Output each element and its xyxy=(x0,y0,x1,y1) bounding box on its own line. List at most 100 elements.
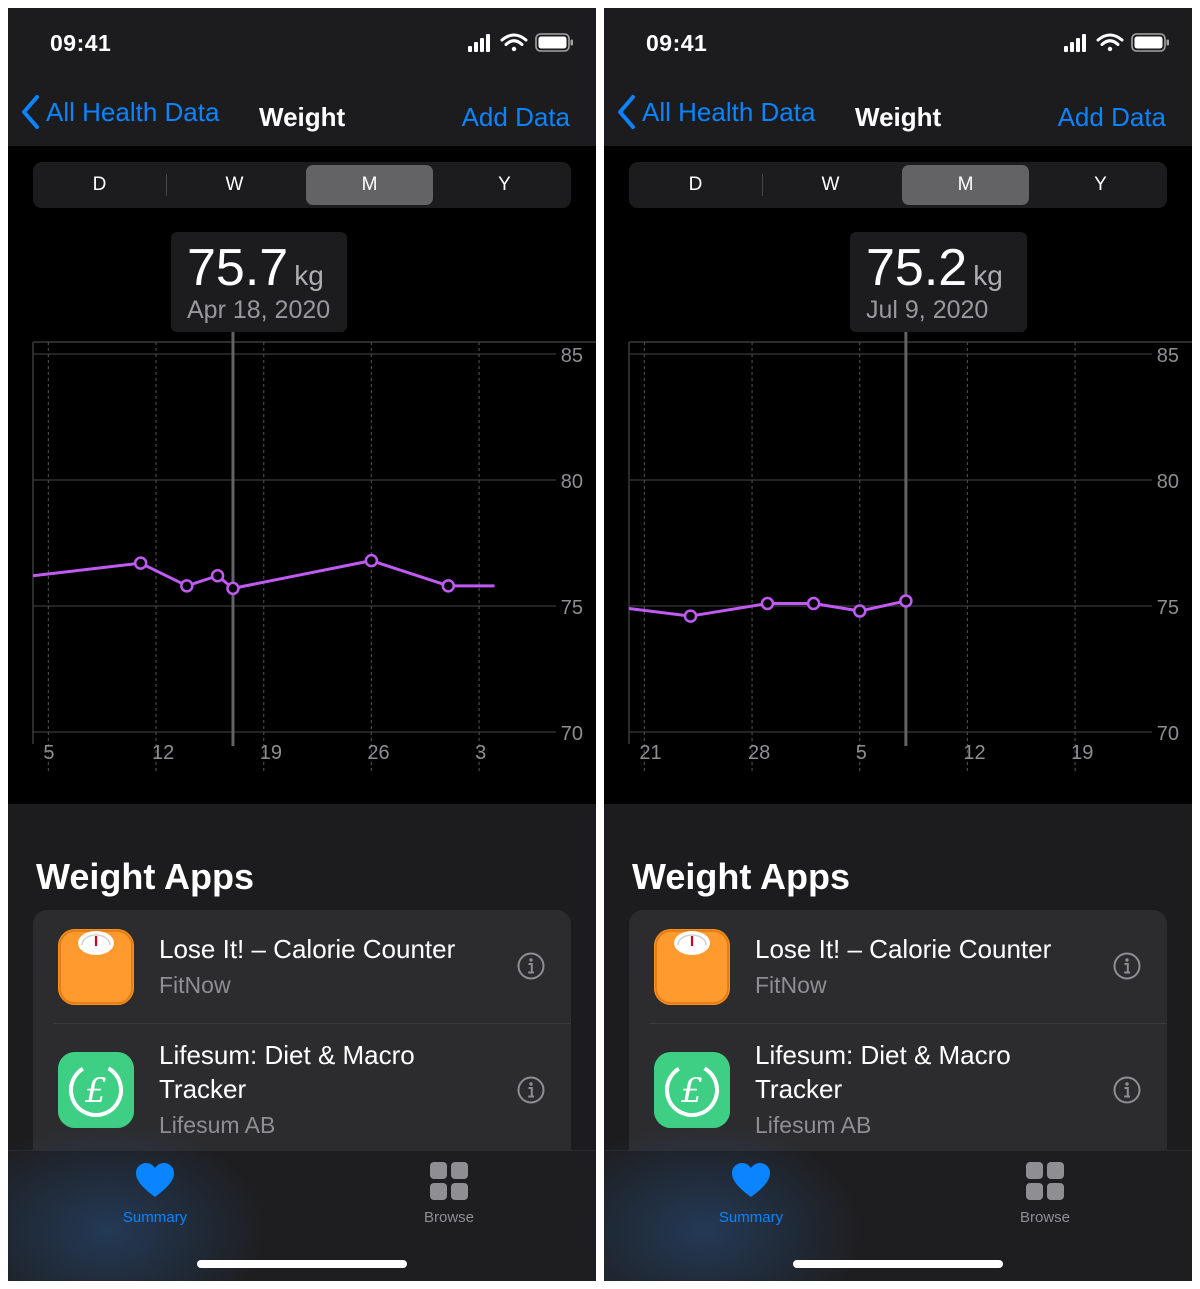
app-name: Lifesum: Diet & Macro Tracker xyxy=(159,1040,415,1104)
x-tick-label: 12 xyxy=(152,742,174,764)
segment-separator xyxy=(166,174,167,196)
tab-label: Browse xyxy=(1019,1209,1071,1226)
segment-separator xyxy=(762,174,763,196)
lifesum-icon: £ xyxy=(58,1052,134,1128)
data-point[interactable] xyxy=(364,553,379,568)
heart-icon xyxy=(136,1163,174,1197)
grid-icon xyxy=(1026,1162,1064,1200)
info-icon[interactable] xyxy=(1113,1076,1141,1104)
x-tick-label: 5 xyxy=(856,742,867,764)
navigation-bar: All Health Data Weight Add Data xyxy=(8,80,596,146)
status-bar: 09:41 xyxy=(8,8,596,80)
data-point[interactable] xyxy=(683,609,698,623)
tab-label: Summary xyxy=(718,1209,784,1226)
page-title: Weight xyxy=(855,102,942,132)
scale-icon xyxy=(654,929,730,1005)
selection-tooltip: 75.2 kg Jul 9, 2020 xyxy=(850,232,1027,332)
navigation-bar: All Health Data Weight Add Data xyxy=(604,80,1192,146)
battery-icon xyxy=(535,33,573,52)
data-point[interactable] xyxy=(760,596,775,611)
tab-summary[interactable]: Summary xyxy=(691,1161,811,1231)
add-data-button[interactable]: Add Data xyxy=(1057,102,1166,132)
x-tick-label: 3 xyxy=(475,742,486,764)
app-name: Lose It! – Calorie Counter xyxy=(755,934,1052,964)
segment-week[interactable]: W xyxy=(225,174,244,195)
tab-bar: Summary Browse xyxy=(8,1121,596,1281)
plot-frame xyxy=(628,341,1192,732)
info-icon[interactable] xyxy=(517,1076,545,1104)
segment-day[interactable]: D xyxy=(688,174,703,195)
y-tick-label: 85 xyxy=(1157,345,1179,367)
cellular-signal-icon xyxy=(1064,34,1086,52)
add-data-button[interactable]: Add Data xyxy=(461,102,570,132)
tab-browse[interactable]: Browse xyxy=(389,1161,509,1231)
home-indicator xyxy=(197,1260,407,1268)
data-point[interactable] xyxy=(806,596,821,611)
back-button-label: All Health Data xyxy=(46,96,220,127)
data-point[interactable] xyxy=(210,569,225,583)
segment-year[interactable]: Y xyxy=(498,174,511,195)
data-point[interactable] xyxy=(441,579,456,593)
selected-weight-unit: kg xyxy=(294,260,324,291)
y-tick-label: 85 xyxy=(561,345,583,367)
divider xyxy=(53,1023,571,1024)
segment-year[interactable]: Y xyxy=(1094,174,1107,195)
heart-icon xyxy=(732,1163,770,1197)
app-developer: FitNow xyxy=(159,972,231,998)
time-range-segmented-control: D W M Y xyxy=(629,162,1167,208)
info-icon[interactable] xyxy=(517,952,545,980)
data-point[interactable] xyxy=(180,579,194,593)
y-tick-label: 70 xyxy=(1157,723,1179,745)
tab-summary[interactable]: Summary xyxy=(95,1161,215,1231)
apps-section-heading: Weight Apps xyxy=(632,856,850,897)
app-row-lose-it[interactable]: Lose It! – Calorie Counter FitNow xyxy=(33,910,571,1024)
segment-day[interactable]: D xyxy=(92,174,107,195)
segment-month[interactable]: M xyxy=(902,165,1029,205)
chevron-left-icon xyxy=(22,95,39,129)
status-bar: 09:41 xyxy=(604,8,1192,80)
segment-week[interactable]: W xyxy=(821,174,840,195)
selected-date: Apr 18, 2020 xyxy=(187,296,331,324)
apps-section-heading: Weight Apps xyxy=(36,856,254,897)
segment-month[interactable]: M xyxy=(306,165,433,205)
tab-browse[interactable]: Browse xyxy=(985,1161,1105,1231)
x-tick-label: 21 xyxy=(639,742,661,764)
data-point[interactable] xyxy=(899,594,913,608)
svg-text:£: £ xyxy=(84,1071,107,1111)
selected-weight-value: 75.2 xyxy=(866,239,968,297)
data-point[interactable] xyxy=(133,556,148,570)
phone-screen-right: 09:41 All Health xyxy=(604,8,1192,1281)
weight-series-line xyxy=(32,559,495,590)
tab-bar: Summary Browse xyxy=(604,1121,1192,1281)
wifi-icon xyxy=(1096,33,1124,52)
app-name: Lifesum: Diet & Macro Tracker xyxy=(755,1040,1011,1104)
x-tick-label: 28 xyxy=(748,742,770,764)
y-tick-label: 80 xyxy=(1157,471,1179,493)
y-tick-label: 75 xyxy=(1157,597,1179,619)
data-point[interactable] xyxy=(226,581,240,596)
phone-screen-left: 09:41 All Health xyxy=(8,8,596,1281)
weight-series-line xyxy=(628,599,907,618)
tab-label: Summary xyxy=(122,1209,188,1226)
app-name: Lose It! – Calorie Counter xyxy=(159,934,456,964)
time-range-segmented-control: D W M Y xyxy=(33,162,571,208)
weight-line-chart[interactable]: 85 80 75 70 5 12 19 26 3 xyxy=(8,332,596,804)
info-icon[interactable] xyxy=(1113,952,1141,980)
weight-line-chart[interactable]: 85 80 75 70 21 28 5 12 19 xyxy=(604,332,1192,804)
page-title: Weight xyxy=(259,102,346,132)
lifesum-icon: £ xyxy=(654,1052,730,1128)
app-row-lifesum[interactable]: £ Lifesum: Diet & Macro Tracker Lifesum … xyxy=(33,1024,571,1174)
x-tick-label: 19 xyxy=(260,742,282,764)
y-tick-label: 70 xyxy=(561,723,583,745)
x-tick-label: 19 xyxy=(1071,742,1093,764)
data-point[interactable] xyxy=(852,604,867,618)
chevron-left-icon xyxy=(618,95,635,129)
battery-icon xyxy=(1131,33,1169,52)
home-indicator xyxy=(793,1260,1003,1268)
back-button[interactable]: All Health Data xyxy=(616,90,815,134)
selected-date: Jul 9, 2020 xyxy=(866,296,989,324)
back-button[interactable]: All Health Data xyxy=(20,90,219,134)
cellular-signal-icon xyxy=(468,34,490,52)
y-tick-label: 75 xyxy=(561,597,583,619)
app-row-lose-it[interactable]: Lose It! – Calorie Counter FitNow xyxy=(629,910,1167,1024)
